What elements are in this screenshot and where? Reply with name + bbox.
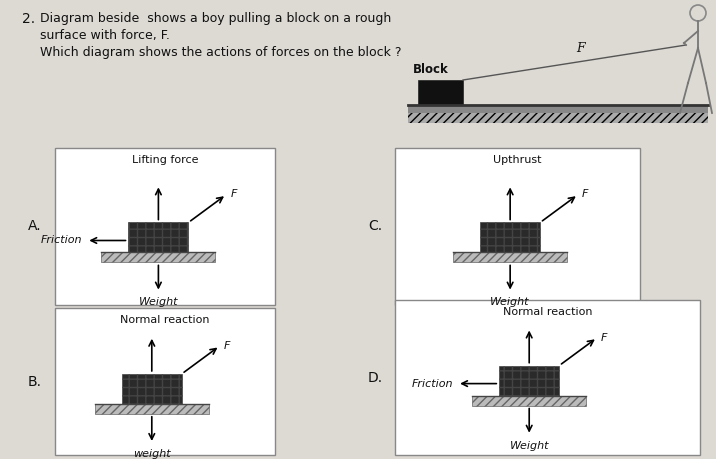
Text: F: F <box>224 341 230 351</box>
Text: C.: C. <box>368 219 382 234</box>
Text: Weight: Weight <box>490 297 530 308</box>
Text: Friction: Friction <box>41 235 82 246</box>
Bar <box>408 105 708 113</box>
Text: Diagram beside  shows a boy pulling a block on a rough: Diagram beside shows a boy pulling a blo… <box>40 12 391 25</box>
Bar <box>395 300 700 455</box>
Bar <box>453 252 567 263</box>
Text: F: F <box>601 333 608 342</box>
Bar <box>95 404 209 414</box>
Text: Normal reaction: Normal reaction <box>120 315 210 325</box>
Bar <box>480 223 540 252</box>
Text: F: F <box>231 190 237 200</box>
Bar <box>128 223 188 252</box>
Text: weight: weight <box>133 449 170 459</box>
Bar <box>102 252 216 263</box>
Bar <box>408 113 708 123</box>
Text: B.: B. <box>28 375 42 388</box>
Text: F: F <box>582 190 589 200</box>
Bar <box>55 308 275 455</box>
Text: surface with force, F.: surface with force, F. <box>40 29 170 42</box>
Text: Normal reaction: Normal reaction <box>503 307 592 317</box>
Text: D.: D. <box>367 370 382 385</box>
Text: 2.: 2. <box>22 12 35 26</box>
Bar <box>499 366 559 396</box>
Text: Upthrust: Upthrust <box>493 155 542 165</box>
Text: Friction: Friction <box>412 379 453 389</box>
Bar <box>472 396 586 406</box>
Text: Lifting force: Lifting force <box>132 155 198 165</box>
Bar <box>418 80 463 105</box>
Text: F: F <box>576 41 585 55</box>
Bar <box>395 148 640 305</box>
Bar <box>122 374 182 404</box>
Bar <box>55 148 275 305</box>
Text: Weight: Weight <box>139 297 178 308</box>
Text: Which diagram shows the actions of forces on the block ?: Which diagram shows the actions of force… <box>40 46 402 59</box>
Text: Weight: Weight <box>510 441 549 451</box>
Text: Block: Block <box>413 63 449 76</box>
Text: A.: A. <box>28 219 42 234</box>
